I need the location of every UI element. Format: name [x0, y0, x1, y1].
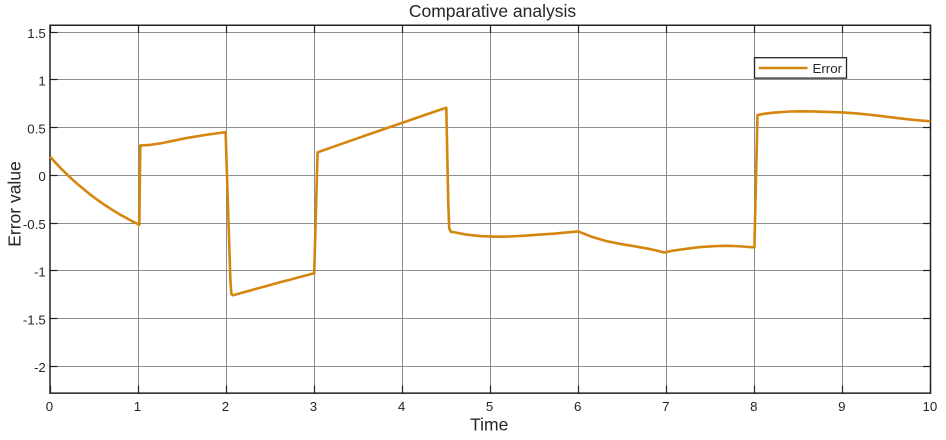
svg-text:-1.5: -1.5: [23, 312, 46, 327]
svg-text:6: 6: [574, 399, 581, 414]
svg-text:1.5: 1.5: [27, 26, 46, 41]
svg-text:-0.5: -0.5: [23, 217, 46, 232]
svg-text:2: 2: [222, 399, 229, 414]
svg-text:9: 9: [838, 399, 845, 414]
svg-text:Error: Error: [813, 61, 843, 76]
svg-text:0: 0: [38, 169, 45, 184]
svg-text:4: 4: [398, 399, 405, 414]
svg-text:-1: -1: [34, 265, 46, 280]
svg-text:8: 8: [750, 399, 757, 414]
svg-text:Time: Time: [470, 415, 508, 435]
svg-text:3: 3: [310, 399, 317, 414]
svg-text:7: 7: [662, 399, 669, 414]
svg-text:5: 5: [486, 399, 493, 414]
svg-text:Error value: Error value: [5, 161, 25, 247]
svg-text:1: 1: [134, 399, 141, 414]
svg-text:1: 1: [38, 74, 45, 89]
svg-text:Comparative analysis: Comparative analysis: [409, 1, 577, 21]
svg-text:-2: -2: [34, 360, 46, 375]
svg-text:0.5: 0.5: [27, 121, 46, 136]
svg-text:10: 10: [923, 399, 938, 414]
svg-text:0: 0: [46, 399, 53, 414]
